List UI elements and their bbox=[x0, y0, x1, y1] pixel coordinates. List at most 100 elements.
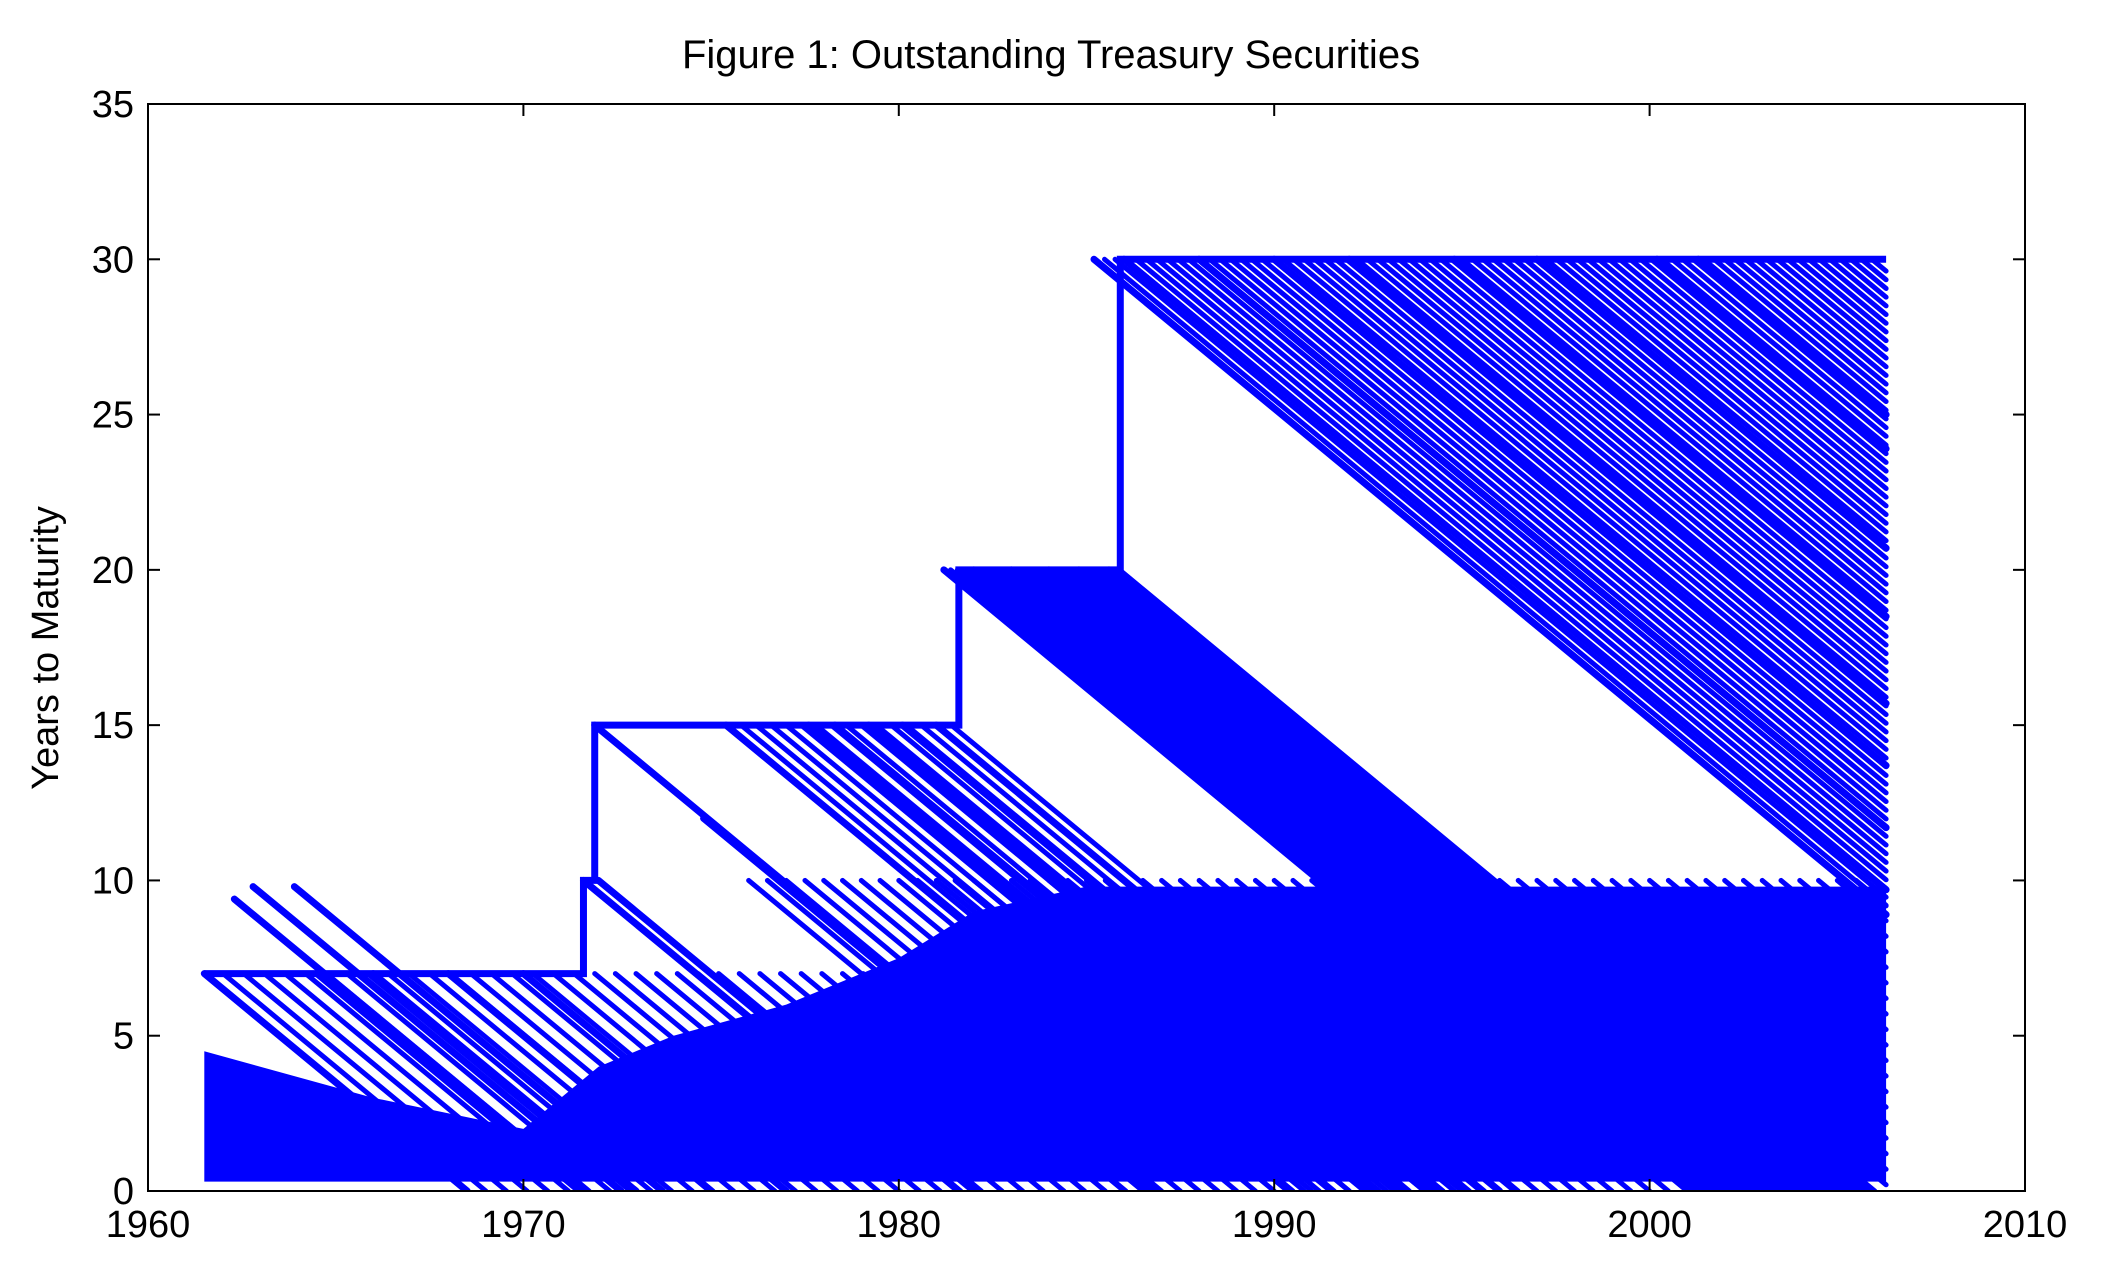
security-line bbox=[1543, 256, 1889, 544]
security-line bbox=[1501, 256, 1889, 578]
x-tick-label: 1960 bbox=[106, 1204, 191, 1246]
security-line bbox=[1647, 877, 1889, 1079]
security-line bbox=[594, 876, 978, 1191]
x-tick-label: 1980 bbox=[857, 1204, 942, 1246]
plot-frame bbox=[147, 103, 2026, 1192]
security-line bbox=[1816, 877, 1889, 939]
security-line bbox=[592, 971, 861, 1191]
axis-ticks bbox=[147, 103, 2026, 1192]
security-line bbox=[1459, 877, 1840, 1191]
security-line bbox=[783, 877, 1165, 1191]
security-line bbox=[1837, 256, 1889, 300]
security-line bbox=[903, 722, 1472, 1191]
security-line bbox=[1090, 567, 1846, 1191]
security-line bbox=[1797, 877, 1889, 955]
security-line bbox=[1046, 877, 1427, 1191]
security-line bbox=[447, 971, 716, 1191]
security-line bbox=[1617, 256, 1889, 483]
security-line bbox=[1207, 256, 1889, 822]
security-line bbox=[1421, 877, 1803, 1191]
max-maturity-envelope bbox=[204, 255, 1887, 978]
y-tick-label: 0 bbox=[113, 1171, 134, 1213]
security-line bbox=[1609, 877, 1889, 1110]
security-line bbox=[1069, 567, 1826, 1191]
security-line bbox=[1638, 256, 1889, 465]
security-line bbox=[323, 971, 592, 1191]
security-line bbox=[1448, 256, 1889, 622]
security-line bbox=[1596, 256, 1889, 500]
security-line bbox=[802, 877, 1183, 1191]
y-tick-label: 15 bbox=[92, 705, 134, 747]
security-line bbox=[519, 970, 790, 1191]
security-line bbox=[1690, 256, 1889, 422]
x-tick-label: 2000 bbox=[1607, 1204, 1692, 1246]
security-line bbox=[1259, 256, 1889, 778]
security-line bbox=[1659, 256, 1889, 448]
security-line bbox=[1440, 877, 1822, 1191]
y-axis-label: Years to Maturity bbox=[25, 506, 67, 790]
security-line bbox=[344, 971, 613, 1191]
security-line bbox=[1196, 256, 1889, 831]
security-line bbox=[633, 971, 902, 1191]
security-line bbox=[468, 971, 737, 1191]
security-line bbox=[1384, 877, 1765, 1191]
security-line bbox=[896, 877, 1277, 1191]
security-line bbox=[1027, 877, 1409, 1191]
security-line bbox=[1515, 877, 1889, 1188]
x-tick-label: 1970 bbox=[481, 1204, 566, 1246]
security-line bbox=[1322, 256, 1889, 726]
security-line bbox=[1554, 256, 1889, 535]
security-line bbox=[1123, 256, 1889, 892]
security-line bbox=[753, 722, 1322, 1191]
security-line bbox=[1628, 877, 1889, 1095]
x-tick-label: 2010 bbox=[1983, 1204, 2068, 1246]
security-line bbox=[1694, 255, 1890, 419]
security-line bbox=[1480, 256, 1889, 596]
security-line bbox=[1711, 256, 1889, 405]
security-line bbox=[1438, 256, 1889, 631]
security-line bbox=[1215, 877, 1596, 1191]
security-line bbox=[695, 971, 964, 1191]
security-line bbox=[1816, 256, 1889, 318]
security-line bbox=[1575, 256, 1889, 518]
security-line bbox=[313, 970, 584, 1191]
security-line bbox=[1653, 255, 1890, 453]
security-line bbox=[1291, 256, 1889, 752]
security-line bbox=[915, 877, 1296, 1191]
security-line bbox=[1669, 256, 1889, 439]
security-line bbox=[1627, 256, 1889, 474]
security-line bbox=[877, 877, 1258, 1191]
security-line bbox=[1665, 877, 1889, 1064]
security-line bbox=[1117, 567, 1873, 1191]
security-line bbox=[509, 971, 778, 1191]
security-line bbox=[249, 883, 625, 1191]
security-line bbox=[1301, 256, 1889, 744]
security-line bbox=[933, 877, 1315, 1191]
security-line bbox=[1008, 877, 1390, 1191]
security-line bbox=[1795, 256, 1889, 335]
security-line bbox=[1159, 877, 1540, 1191]
x-tick-label: 1990 bbox=[1232, 1204, 1317, 1246]
security-line bbox=[1112, 256, 1889, 900]
security-line bbox=[888, 722, 1457, 1191]
security-line bbox=[1343, 256, 1889, 709]
y-tick-label: 30 bbox=[92, 239, 134, 281]
security-line bbox=[1534, 877, 1889, 1172]
security-line bbox=[1759, 877, 1889, 986]
security-line bbox=[1234, 877, 1615, 1191]
security-line bbox=[1270, 256, 1889, 770]
security-line bbox=[860, 971, 1129, 1191]
security-line bbox=[241, 971, 510, 1191]
security-line bbox=[303, 971, 571, 1191]
security-line bbox=[1333, 256, 1889, 718]
security-line bbox=[1091, 256, 1889, 918]
security-line bbox=[1827, 256, 1889, 309]
security-line bbox=[1532, 256, 1889, 552]
security-line bbox=[1056, 567, 1813, 1191]
security-line bbox=[427, 971, 695, 1191]
security-line bbox=[1522, 256, 1889, 561]
security-line bbox=[1144, 256, 1889, 874]
security-line bbox=[488, 971, 757, 1191]
security-line bbox=[1121, 877, 1502, 1191]
